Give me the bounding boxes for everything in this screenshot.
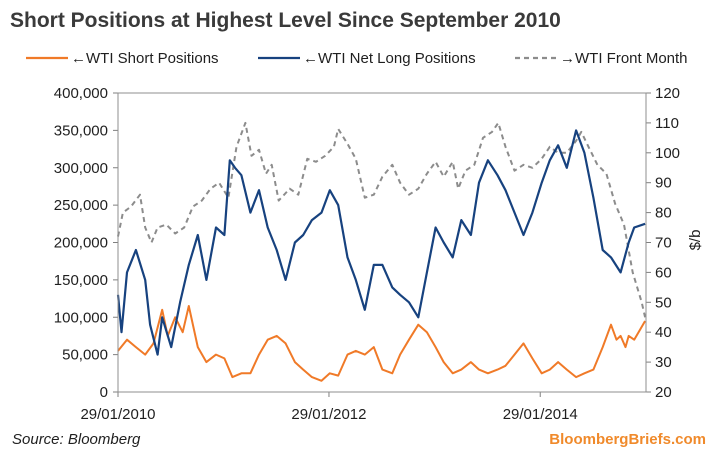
y-left-tick-label: 200,000	[54, 235, 108, 252]
series-line-wti-front-month	[117, 121, 647, 318]
plot-border	[117, 92, 647, 393]
legend: ←WTI Short Positions ←WTI Net Long Positi…	[26, 50, 688, 67]
x-axis: 29/01/2010 29/01/2012 29/01/2014	[80, 392, 578, 423]
y-left-tick-label: 300,000	[54, 160, 108, 177]
y-right-tick-label: 80	[655, 205, 672, 222]
legend-label-wti-short-positions: ←WTI Short Positions	[71, 50, 219, 67]
y-left-tick-label: 250,000	[54, 197, 108, 214]
y-right-tick-label: 110	[655, 115, 679, 132]
y-left-tick-label: 0	[100, 384, 108, 401]
y-left-axis: 0 50,000 100,000 150,000 200,000 250,000 300,0…	[54, 85, 118, 401]
y-left-tick-label: 150,000	[54, 272, 108, 289]
source-note: Source: Bloomberg	[12, 431, 141, 448]
y-left-tick-label: 50,000	[62, 347, 108, 364]
x-tick-label: 29/01/2012	[291, 406, 366, 423]
y-left-tick-label: 350,000	[54, 122, 108, 139]
y-left-tick-label: 100,000	[54, 309, 108, 326]
y-right-axis: 20 30 40 50 60 70 80 90 100 110 120	[646, 85, 680, 401]
chart-title: Short Positions at Highest Level Since S…	[10, 9, 561, 32]
legend-label-wti-front-month: →WTI Front Month	[560, 50, 688, 67]
series-line-wti-net-long-positions	[116, 129, 646, 356]
x-tick-label: 29/01/2010	[80, 406, 155, 423]
y-right-tick-label: 30	[655, 354, 672, 371]
series-line-wti-short-positions	[117, 305, 646, 382]
plot-frame	[117, 92, 647, 393]
y-right-axis-label: $/b	[687, 230, 704, 251]
brand-watermark: BloombergBriefs.com	[549, 431, 706, 448]
y-right-tick-label: 60	[655, 264, 672, 281]
y-right-tick-label: 120	[655, 85, 680, 102]
y-right-tick-label: 20	[655, 384, 672, 401]
y-left-tick-label: 400,000	[54, 85, 108, 102]
y-right-tick-label: 40	[655, 324, 672, 341]
x-tick-label: 29/01/2014	[503, 406, 578, 423]
legend-label-wti-net-long-positions: ←WTI Net Long Positions	[303, 50, 476, 67]
y-right-tick-label: 50	[655, 294, 672, 311]
y-right-tick-label: 70	[655, 235, 672, 252]
y-right-tick-label: 90	[655, 175, 672, 192]
plot-area	[116, 121, 647, 382]
y-right-tick-label: 100	[655, 145, 680, 162]
